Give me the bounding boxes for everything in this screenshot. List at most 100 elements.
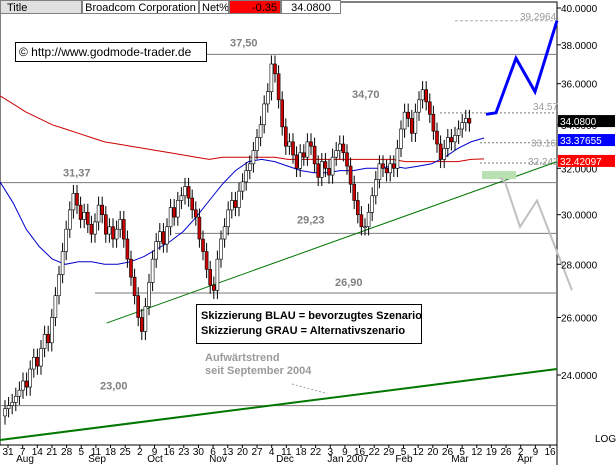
header-change: -0.35 [229, 0, 281, 14]
candle-bull [377, 163, 382, 180]
candle-bull [154, 241, 158, 260]
candle-bull [143, 306, 148, 332]
candle-bull [240, 181, 245, 192]
candle-bull [215, 258, 220, 291]
candle-bull [39, 348, 43, 367]
candle-bull [219, 238, 223, 260]
candle-bull [28, 368, 33, 388]
y-tick-label: 36.0000 [561, 80, 598, 91]
price-tag-label: 32.42097 [560, 157, 602, 168]
x-tick-label: 11 [91, 447, 102, 458]
header-price: 34.0800 [281, 0, 341, 14]
candle-bull [118, 219, 122, 230]
candle-bull [168, 207, 173, 228]
level-value-label: 34.57 [533, 102, 558, 113]
candle-bear [435, 130, 439, 145]
x-tick-label: 28 [61, 447, 73, 458]
scenario-legend: Skizzierung BLAU = bevorzugtes Szenario … [196, 304, 422, 344]
candle-bear [208, 269, 212, 286]
x-tick-label: 12 [471, 447, 483, 458]
x-tick-label: 20 [427, 447, 439, 458]
candle-bear [352, 183, 357, 201]
candle-bear [78, 204, 83, 220]
candle-bull [6, 405, 11, 410]
candle-bull [251, 150, 256, 165]
header-title-label: Title [0, 0, 82, 14]
candle-bull [60, 251, 65, 275]
trend-annotation: Aufwärtstrend seit September 2004 [205, 352, 311, 378]
legend-line-gray: Skizzierung GRAU = Alternativszenario [201, 325, 406, 337]
y-axis-label: LOG [595, 434, 616, 445]
candle-bear [276, 73, 281, 101]
candle-bull [165, 226, 169, 245]
candle-bull [71, 193, 76, 211]
candle-bull [31, 356, 36, 370]
candle-bear [409, 118, 414, 134]
candle-bull [402, 111, 407, 130]
candle-bear [136, 295, 140, 318]
candle-bear [100, 204, 104, 215]
price-tag-label: 34.0800 [560, 117, 597, 128]
candle-bear [140, 317, 144, 332]
y-tick-label: 38.0000 [561, 41, 598, 52]
candle-bear [161, 231, 166, 245]
x-tick-label: 23 [178, 447, 190, 458]
x-tick-label: 29 [383, 447, 395, 458]
candle-bull [64, 228, 68, 252]
x-tick-label: 16 [544, 447, 556, 458]
candle-bear [438, 143, 443, 160]
candle-bull [96, 204, 101, 223]
level-label: 26,90 [335, 277, 363, 289]
x-tick-label: 2 [518, 447, 524, 458]
ma-short-line [0, 137, 485, 265]
candle-bear [197, 216, 202, 240]
candle-bear [186, 186, 191, 199]
candle-bear [122, 219, 126, 240]
candle-bull [417, 99, 421, 113]
candle-bear [172, 207, 176, 218]
trend-annotation-line1: Aufwärtstrend [205, 352, 280, 364]
x-tick-label: 31 [2, 447, 14, 458]
candle-bear [75, 193, 79, 206]
candle-bull [183, 186, 187, 197]
candle-bear [406, 111, 411, 119]
legend-line-blue: Skizzierung BLAU = bevorzugtes Szenario [201, 310, 422, 322]
y-tick-label: 32.0000 [561, 164, 598, 175]
price-tag-box [558, 134, 615, 147]
y-tick-label: 30.0000 [561, 211, 598, 222]
candle-bear [280, 99, 285, 128]
candle-bull [222, 226, 227, 240]
candle-bull [21, 380, 25, 391]
y-tick-label: 24.0000 [561, 371, 598, 382]
x-tick-label: 9 [533, 447, 539, 458]
candle-bear [35, 356, 40, 367]
candle-bear [46, 333, 51, 344]
candle-bull [413, 111, 418, 134]
candle-bear [132, 276, 137, 297]
level-label: 23,00 [100, 381, 128, 393]
candle-bear [294, 154, 299, 169]
candle-bull [265, 91, 270, 105]
candle-bull [269, 63, 274, 93]
candle-bear [89, 224, 94, 235]
candle-bull [68, 209, 72, 230]
x-tick-label: 9 [342, 447, 348, 458]
candle-bull [10, 402, 14, 406]
x-tick-label: 30 [193, 447, 205, 458]
x-tick-label: 14 [32, 447, 44, 458]
x-tick-label: 12 [413, 447, 425, 458]
candle-bear [190, 197, 194, 211]
candle-bull [176, 200, 180, 218]
x-month-label: Sep [88, 454, 106, 465]
candle-bull [114, 228, 119, 240]
candle-bull [17, 389, 22, 397]
level-label: 34,70 [352, 89, 380, 101]
x-month-label: Nov [209, 454, 227, 465]
candle-bull [53, 295, 58, 318]
x-tick-label: 11 [281, 447, 292, 458]
x-tick-label: 9 [152, 447, 158, 458]
candle-bull [334, 150, 339, 158]
x-tick-label: 13 [222, 447, 234, 458]
